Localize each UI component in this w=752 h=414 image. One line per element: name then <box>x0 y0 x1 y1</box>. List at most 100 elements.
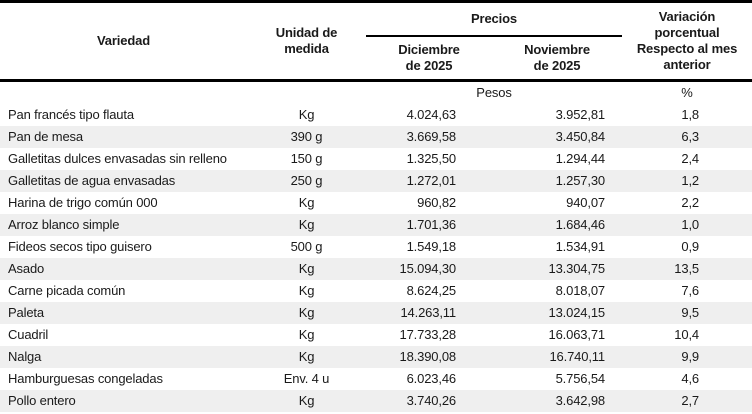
cell-price-november: 8.018,07 <box>555 283 606 298</box>
cell-price-december: 17.733,28 <box>399 327 457 342</box>
unit-spacer-2 <box>247 82 366 104</box>
table-row: Pan francés tipo flauta Kg 4.024,63 3.952,8… <box>0 104 752 126</box>
cell-price-december: 8.624,25 <box>406 283 457 298</box>
cell-variation: 7,6 <box>681 283 699 298</box>
cell-variation: 6,3 <box>681 129 699 144</box>
cell-price-november: 940,07 <box>566 195 605 210</box>
cell-variety: Carne picada común <box>8 283 126 298</box>
cell-unit: 500 g <box>290 239 323 254</box>
cell-price-november: 13.024,15 <box>548 305 606 320</box>
cell-price-november: 1.294,44 <box>555 151 606 166</box>
cell-unit: Kg <box>298 305 315 320</box>
cell-variation: 9,5 <box>681 305 699 320</box>
table-header: Variedad Unidad de medida Precios Diciem… <box>0 0 752 82</box>
cell-price-december: 4.024,63 <box>406 107 457 122</box>
header-prices-group: Precios Diciembre de 2025 Noviembre de 2… <box>366 3 622 79</box>
table-row: Paleta Kg 14.263,11 13.024,15 9,5 <box>0 302 752 324</box>
cell-price-november: 1.684,46 <box>555 217 606 232</box>
cell-variety: Cuadril <box>8 327 49 342</box>
cell-variety: Pan francés tipo flauta <box>8 107 134 122</box>
cell-price-december: 1.325,50 <box>406 151 457 166</box>
cell-variety: Galletitas dulces envasadas sin relleno <box>8 151 227 166</box>
cell-variation: 9,9 <box>681 349 699 364</box>
cell-price-december: 15.094,30 <box>399 261 457 276</box>
cell-price-november: 3.952,81 <box>555 107 606 122</box>
table-row: Pan de mesa 390 g 3.669,58 3.450,84 6,3 <box>0 126 752 148</box>
cell-price-december: 1.272,01 <box>406 173 457 188</box>
cell-variation: 2,2 <box>681 195 699 210</box>
cell-variety: Pan de mesa <box>8 129 83 144</box>
cell-unit: Kg <box>298 283 315 298</box>
cell-variation: 1,0 <box>681 217 699 232</box>
cell-variation: 13,5 <box>674 261 699 276</box>
cell-variety: Harina de trigo común 000 <box>8 195 158 210</box>
cell-variety: Galletitas de agua envasadas <box>8 173 176 188</box>
cell-variation: 4,6 <box>681 371 699 386</box>
header-prices-label: Precios <box>366 3 622 37</box>
cell-price-november: 13.304,75 <box>548 261 606 276</box>
table-row: Fideos secos tipo guisero 500 g 1.549,18 1.… <box>0 236 752 258</box>
cell-variety: Hamburguesas congeladas <box>8 371 163 386</box>
table-body: Pan francés tipo flauta Kg 4.024,63 3.952,8… <box>0 104 752 412</box>
cell-unit: Kg <box>298 217 315 232</box>
table-row: Asado Kg 15.094,30 13.304,75 13,5 <box>0 258 752 280</box>
table-row: Arroz blanco simple Kg 1.701,36 1.684,46 1,0 <box>0 214 752 236</box>
cell-price-december: 1.549,18 <box>406 239 457 254</box>
cell-variety: Pollo entero <box>8 393 76 408</box>
unit-spacer-1 <box>0 82 247 104</box>
cell-variation: 0,9 <box>681 239 699 254</box>
header-months: Diciembre de 2025 Noviembre de 2025 <box>366 37 622 79</box>
cell-price-december: 1.701,36 <box>406 217 457 232</box>
header-unit: Unidad de medida <box>275 25 338 56</box>
cell-variation: 10,4 <box>674 327 699 342</box>
table-row: Cuadril Kg 17.733,28 16.063,71 10,4 <box>0 324 752 346</box>
cell-price-december: 6.023,46 <box>406 371 457 386</box>
cell-unit: 390 g <box>290 129 323 144</box>
variation-unit-label: % <box>681 85 693 100</box>
cell-variation: 2,7 <box>681 393 699 408</box>
cell-variation: 1,8 <box>681 107 699 122</box>
cell-price-november: 3.642,98 <box>555 393 606 408</box>
cell-price-november: 16.740,11 <box>549 349 605 364</box>
cell-variety: Arroz blanco simple <box>8 217 120 232</box>
cell-unit: Kg <box>298 393 315 408</box>
cell-price-november: 3.450,84 <box>555 129 606 144</box>
cell-price-november: 5.756,54 <box>555 371 606 386</box>
cell-price-december: 14.263,11 <box>400 305 456 320</box>
table-row: Hamburguesas congeladas Env. 4 u 6.023,46 5… <box>0 368 752 390</box>
cell-variety: Paleta <box>8 305 44 320</box>
cell-price-december: 3.669,58 <box>406 129 457 144</box>
table-row: Harina de trigo común 000 Kg 960,82 940,07 2… <box>0 192 752 214</box>
cell-variety: Asado <box>8 261 45 276</box>
cell-unit: Kg <box>298 349 315 364</box>
table-row: Galletitas dulces envasadas sin relleno 1… <box>0 148 752 170</box>
header-november: Noviembre de 2025 <box>524 42 590 73</box>
cell-variety: Nalga <box>8 349 42 364</box>
table-row: Pollo entero Kg 3.740,26 3.642,98 2,7 <box>0 390 752 412</box>
cell-price-december: 18.390,08 <box>399 349 457 364</box>
header-december: Diciembre de 2025 <box>398 42 460 73</box>
cell-unit: Kg <box>298 261 315 276</box>
header-variation: Variación porcentual Respecto al mes ant… <box>636 9 738 72</box>
cell-price-november: 1.534,91 <box>555 239 606 254</box>
unit-subheader-row: Pesos % <box>0 82 752 104</box>
cell-unit: Env. 4 u <box>283 371 330 386</box>
cell-price-november: 1.257,30 <box>555 173 606 188</box>
table-row: Galletitas de agua envasadas 250 g 1.272,0… <box>0 170 752 192</box>
cell-variation: 2,4 <box>681 151 699 166</box>
header-variety: Variedad <box>97 33 150 48</box>
cell-variation: 1,2 <box>681 173 699 188</box>
prices-unit-label: Pesos <box>476 85 512 100</box>
cell-price-december: 960,82 <box>417 195 456 210</box>
cell-unit: Kg <box>298 195 315 210</box>
cell-price-december: 3.740,26 <box>406 393 457 408</box>
table-row: Carne picada común Kg 8.624,25 8.018,07 7,6 <box>0 280 752 302</box>
cell-variety: Fideos secos tipo guisero <box>8 239 152 254</box>
cell-unit: 250 g <box>290 173 323 188</box>
cell-unit: Kg <box>298 107 315 122</box>
cell-unit: 150 g <box>290 151 323 166</box>
cell-price-november: 16.063,71 <box>548 327 606 342</box>
cell-unit: Kg <box>298 327 315 342</box>
table-row: Nalga Kg 18.390,08 16.740,11 9,9 <box>0 346 752 368</box>
